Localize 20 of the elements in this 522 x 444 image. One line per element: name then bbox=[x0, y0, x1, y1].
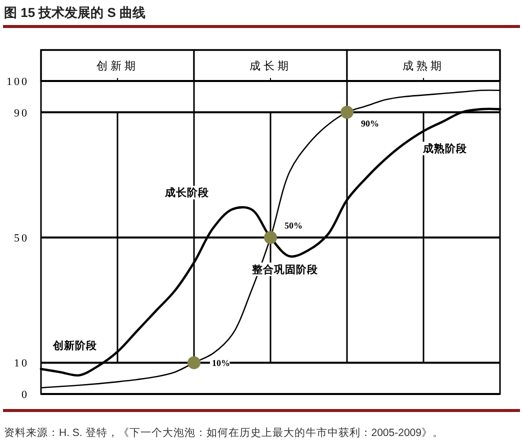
y-tick-label: 10 bbox=[14, 358, 29, 370]
point bbox=[188, 356, 200, 370]
y-tick-label: 50 bbox=[14, 232, 29, 244]
y-tick-label: 0 bbox=[22, 389, 29, 401]
point bbox=[264, 231, 277, 244]
x-tick-label: 成熟期 bbox=[402, 60, 444, 72]
annotation: 创新阶段 bbox=[52, 338, 98, 352]
point bbox=[340, 106, 354, 119]
y-tick-label: 100 bbox=[6, 76, 29, 88]
annotation: 成长阶段 bbox=[164, 186, 210, 200]
annotation: 整合巩固阶段 bbox=[251, 262, 320, 276]
annotation: 成熟阶段 bbox=[422, 142, 468, 155]
x-tick-label: 创新期 bbox=[96, 60, 138, 72]
text: 资料来源：H. S. 登特，《下一个大泡泡：如何在历史上最大的牛市中获利：2005-2009》。 bbox=[4, 426, 444, 439]
y-tick-label: 90 bbox=[14, 107, 29, 120]
data-label: 50% bbox=[284, 220, 302, 230]
data-label: 10% bbox=[212, 358, 230, 368]
x-tick-label: 成长期 bbox=[250, 60, 292, 72]
chart-title: 图 15 技术发展的 S 曲线 bbox=[4, 5, 146, 20]
data-label: 90% bbox=[361, 118, 379, 128]
